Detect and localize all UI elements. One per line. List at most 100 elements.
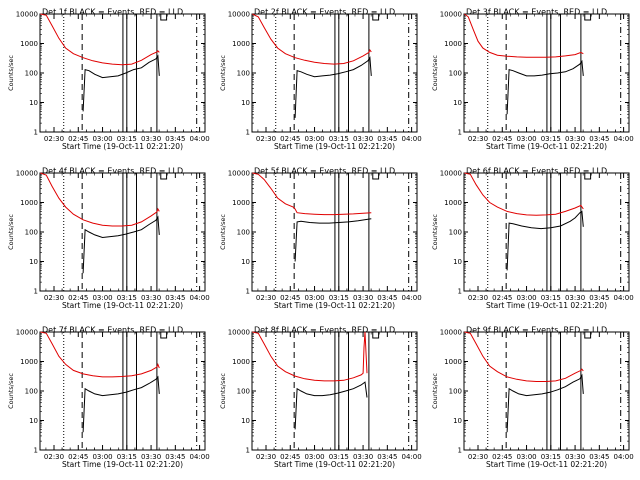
x-axis-label: Start Time (19-Oct-11 02:21:20) (62, 301, 183, 310)
x-tick-label: 04:00 (190, 135, 210, 143)
x-tick-label: 02:45 (492, 453, 512, 461)
y-tick-label: 10000 (16, 170, 38, 178)
y-tick-label: 100 (25, 229, 38, 237)
x-tick-label: 04:00 (402, 294, 422, 302)
detector-panel: Det 9f BLACK = Events, RED = LLD 1 10 100 10… (431, 326, 634, 470)
y-tick-label: 1000 (444, 40, 462, 48)
series-lld-line (252, 331, 368, 382)
series-events-line (506, 59, 584, 115)
x-tick-label: 04:00 (614, 294, 634, 302)
y-tick-label: 1 (246, 447, 250, 455)
x-tick-label: 04:00 (614, 453, 634, 461)
plot-title: Det 4f BLACK = Events, RED = LLD (42, 167, 183, 176)
range-bracket-marker (160, 173, 168, 180)
y-tick-label: 10000 (440, 170, 462, 178)
plot-title: Det 8f BLACK = Events, RED = LLD (254, 326, 395, 335)
x-tick-label: 04:00 (402, 135, 422, 143)
detector-panel: Det 1f BLACK = Events, RED = LLD 1 10 100 10… (7, 8, 210, 152)
detector-panel: Det 6f BLACK = Events, RED = LLD 1 10 100 10… (431, 167, 634, 311)
x-tick-label: 03:45 (589, 294, 609, 302)
range-bracket-marker (372, 332, 380, 339)
plot-title: Det 7f BLACK = Events, RED = LLD (42, 326, 183, 335)
x-tick-label: 03:15 (329, 294, 349, 302)
series-lld-line (464, 331, 584, 382)
detector-panel: Det 8f BLACK = Events, RED = LLD 1 10 100 10… (219, 326, 422, 470)
y-tick-label: 1000 (444, 358, 462, 366)
x-tick-label: 03:00 (304, 135, 324, 143)
y-axis-label: Counts/sec (219, 373, 227, 409)
x-tick-label: 03:15 (117, 294, 137, 302)
y-tick-label: 1 (34, 129, 38, 137)
x-tick-label: 03:30 (141, 453, 161, 461)
y-tick-label: 1 (34, 447, 38, 455)
plot-title: Det 6f BLACK = Events, RED = LLD (466, 167, 607, 176)
y-tick-label: 10 (453, 258, 462, 266)
x-tick-label: 02:30 (256, 453, 276, 461)
x-tick-label: 03:30 (353, 294, 373, 302)
series-events-line (294, 381, 368, 430)
x-tick-label: 03:30 (565, 453, 585, 461)
detector-panel: Det 2f BLACK = Events, RED = LLD 1 10 100 10… (219, 8, 422, 152)
detector-panel: Det 4f BLACK = Events, RED = LLD 1 10 100 10… (7, 167, 210, 311)
plot-title: Det 3f BLACK = Events, RED = LLD (466, 8, 607, 17)
y-tick-label: 100 (237, 388, 250, 396)
range-bracket-marker (160, 14, 168, 21)
x-axis-label: Start Time (19-Oct-11 02:21:20) (274, 301, 395, 310)
series-events-line (294, 56, 372, 118)
y-tick-label: 1000 (232, 40, 250, 48)
y-tick-label: 10 (241, 417, 250, 425)
series-lld-line (40, 331, 160, 378)
range-bracket-marker (372, 14, 380, 21)
x-tick-label: 03:45 (377, 135, 397, 143)
x-tick-label: 03:15 (541, 135, 561, 143)
y-axis-label: Counts/sec (431, 373, 439, 409)
y-tick-label: 10 (29, 99, 38, 107)
x-tick-label: 03:15 (117, 135, 137, 143)
plot-title: Det 9f BLACK = Events, RED = LLD (466, 326, 607, 335)
x-tick-label: 02:45 (280, 294, 300, 302)
y-tick-label: 10000 (228, 11, 250, 19)
x-tick-label: 03:00 (92, 453, 112, 461)
detector-panel: Det 3f BLACK = Events, RED = LLD 1 10 100 10… (431, 8, 634, 152)
x-tick-label: 03:45 (165, 453, 185, 461)
x-tick-label: 03:30 (565, 135, 585, 143)
range-bracket-marker (584, 332, 592, 339)
x-tick-label: 03:30 (565, 294, 585, 302)
x-tick-label: 03:45 (165, 135, 185, 143)
x-tick-label: 03:30 (353, 453, 373, 461)
series-lld-line (464, 13, 584, 58)
x-axis-label: Start Time (19-Oct-11 02:21:20) (486, 460, 607, 469)
x-tick-label: 03:00 (516, 135, 536, 143)
y-axis-label: Counts/sec (7, 214, 15, 250)
x-tick-label: 03:15 (541, 453, 561, 461)
y-axis-label: Counts/sec (431, 55, 439, 91)
x-tick-label: 02:30 (44, 453, 64, 461)
series-events-line (82, 215, 160, 274)
y-tick-label: 10 (453, 417, 462, 425)
plot-title: Det 2f BLACK = Events, RED = LLD (254, 8, 395, 17)
y-axis-label: Counts/sec (219, 214, 227, 250)
range-bracket-marker (372, 173, 380, 180)
y-tick-label: 1 (246, 129, 250, 137)
y-axis-label: Counts/sec (431, 214, 439, 250)
series-events-line (294, 218, 372, 262)
x-tick-label: 02:30 (44, 135, 64, 143)
x-tick-label: 03:30 (353, 135, 373, 143)
range-bracket-marker (160, 332, 168, 339)
y-tick-label: 10 (453, 99, 462, 107)
x-tick-label: 03:00 (304, 294, 324, 302)
x-tick-label: 03:30 (141, 294, 161, 302)
y-tick-label: 100 (449, 70, 462, 78)
x-tick-label: 02:30 (256, 135, 276, 143)
y-tick-label: 1000 (20, 40, 38, 48)
x-tick-label: 02:30 (44, 294, 64, 302)
x-tick-label: 02:45 (280, 453, 300, 461)
x-tick-label: 03:45 (377, 294, 397, 302)
x-tick-label: 03:45 (165, 294, 185, 302)
y-tick-label: 1000 (232, 199, 250, 207)
y-tick-label: 1000 (444, 199, 462, 207)
y-tick-label: 100 (237, 70, 250, 78)
x-tick-label: 03:15 (117, 453, 137, 461)
x-tick-label: 02:45 (280, 135, 300, 143)
